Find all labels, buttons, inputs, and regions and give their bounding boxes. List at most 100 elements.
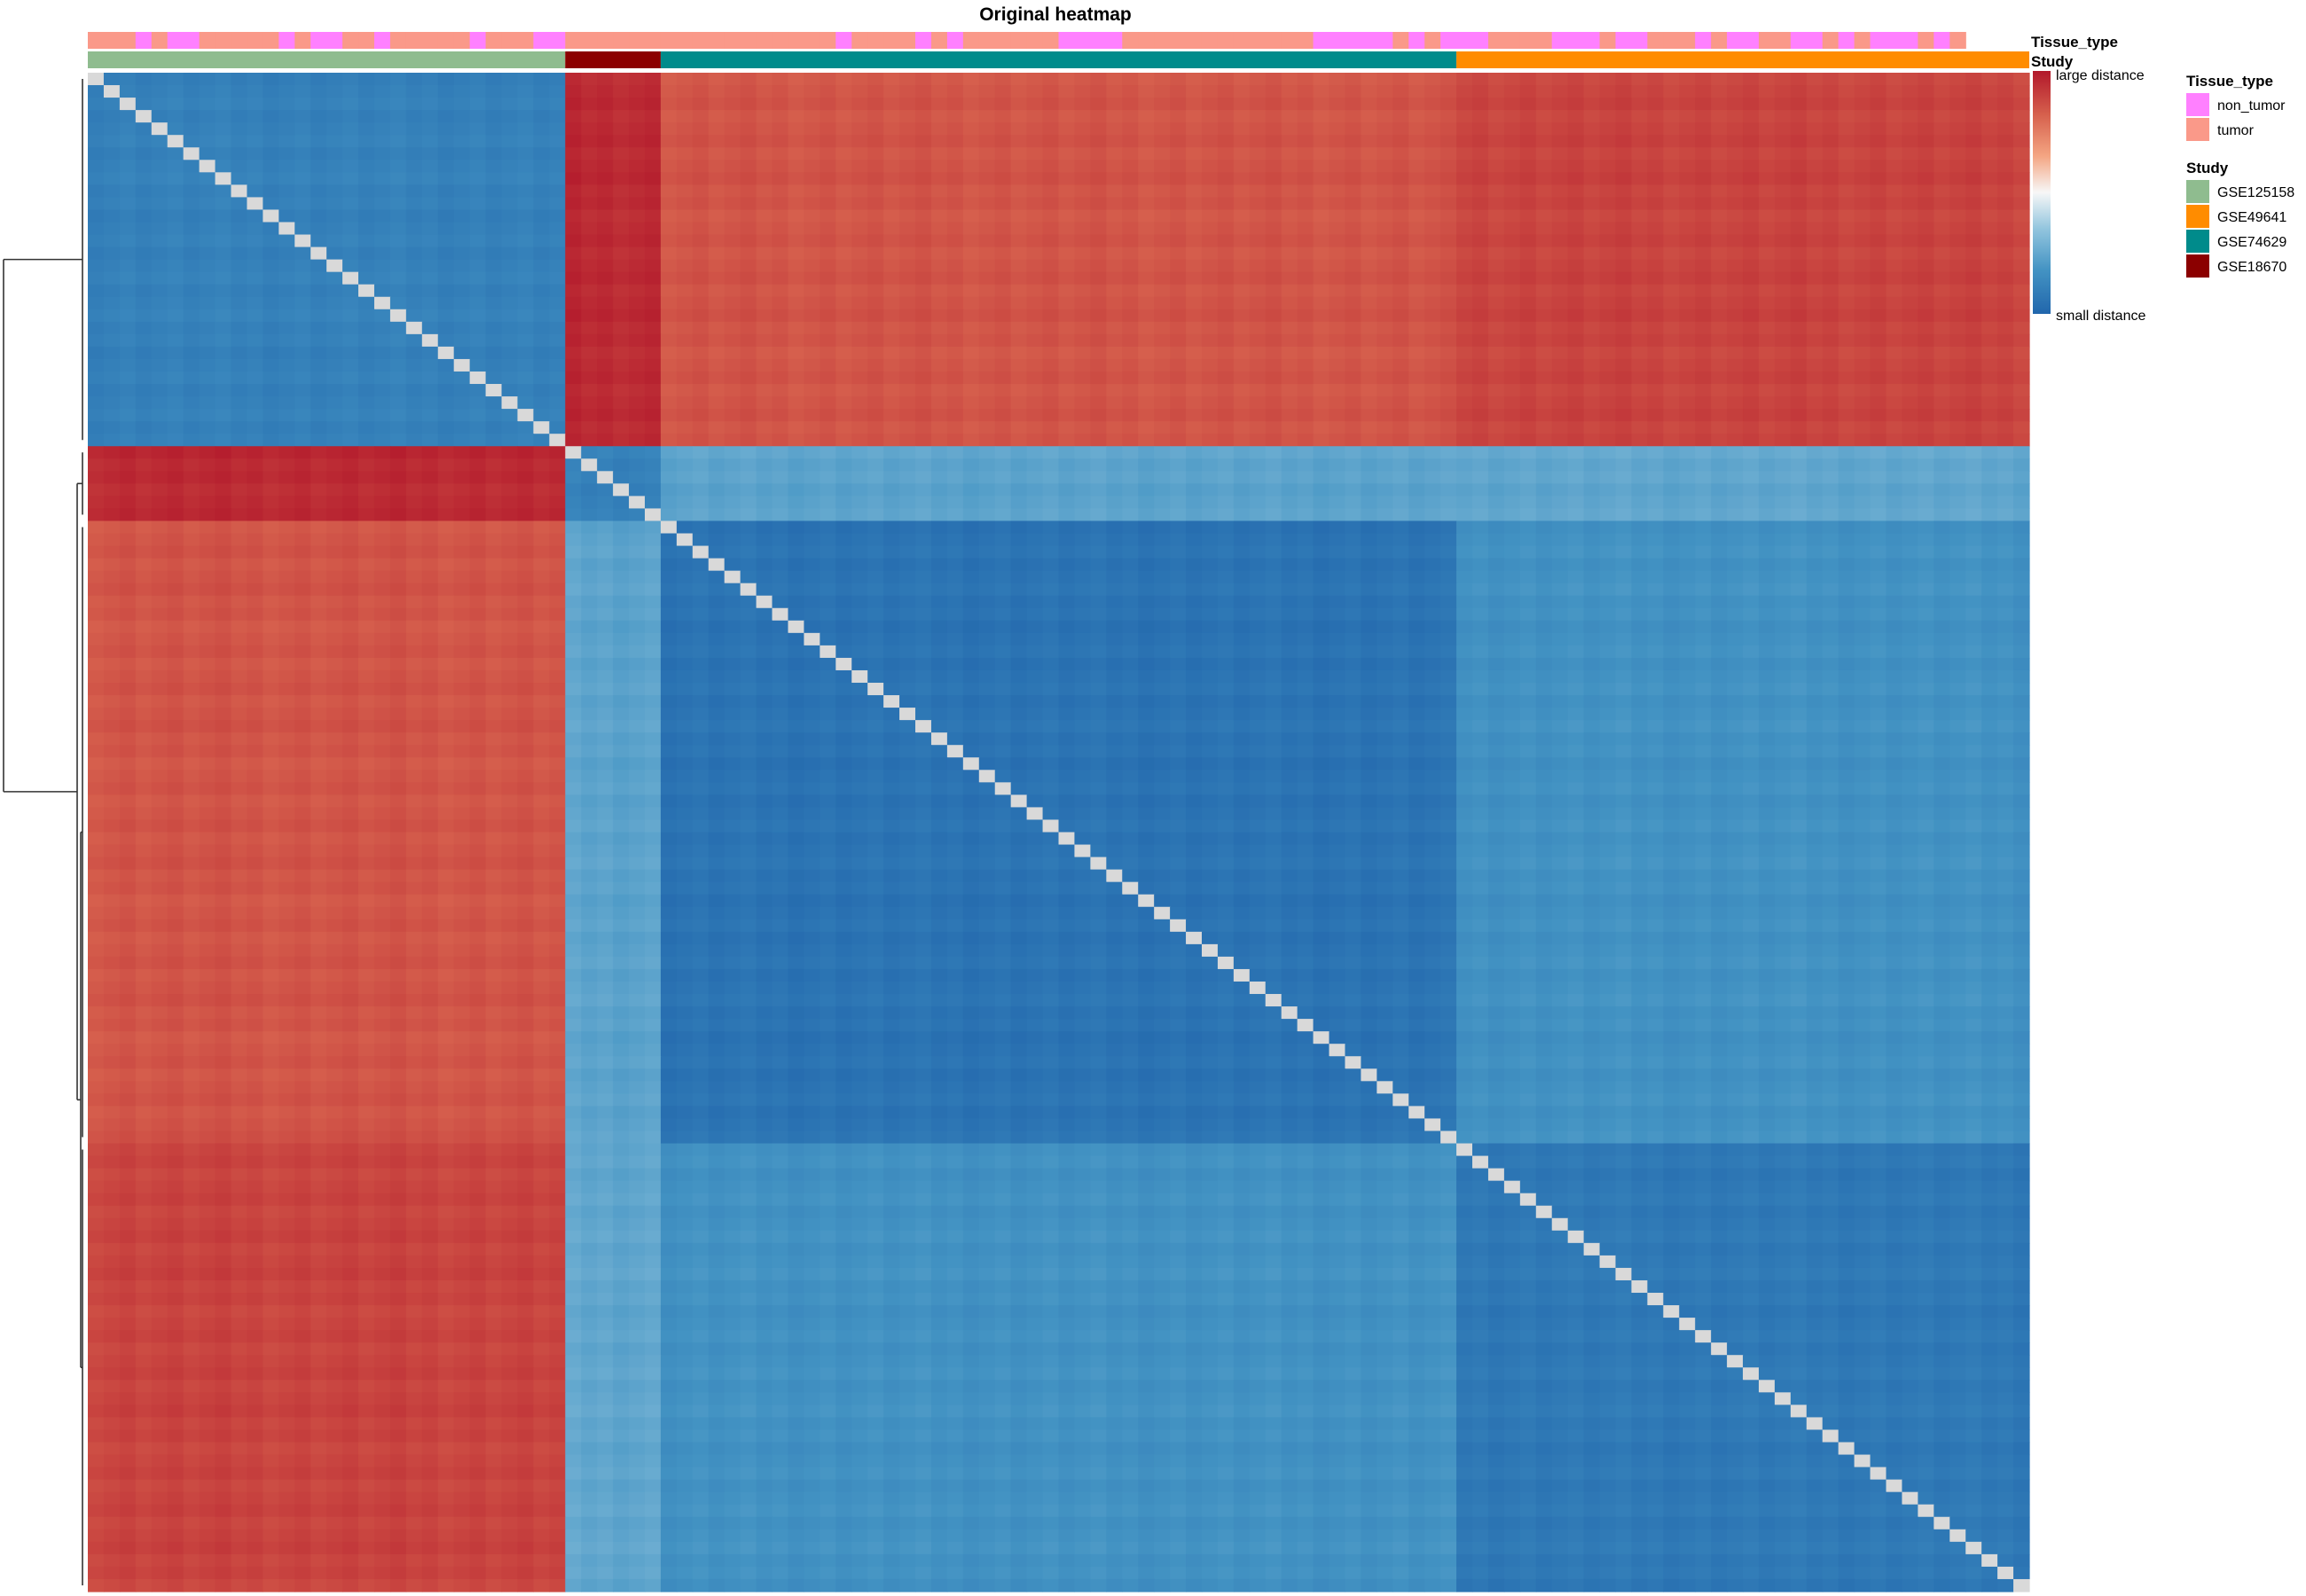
heatmap-cell [962, 296, 980, 310]
heatmap-cell [1026, 271, 1044, 286]
heatmap-cell [247, 234, 263, 248]
heatmap-cell [946, 234, 964, 248]
heatmap-diagonal-cell [88, 73, 105, 86]
heatmap-cell [883, 346, 900, 360]
heatmap-cell [708, 508, 726, 522]
heatmap-cell [517, 358, 534, 372]
heatmap-cell [549, 346, 566, 360]
heatmap-cell [994, 184, 1012, 199]
heatmap-cell [517, 271, 534, 286]
heatmap-cell [263, 234, 279, 248]
heatmap-cell [1981, 85, 1998, 98]
heatmap-cell [1361, 471, 1377, 484]
heatmap-cell [1615, 558, 1633, 572]
heatmap-cell [1042, 496, 1060, 510]
heatmap-cell [1440, 284, 1457, 298]
heatmap-cell [135, 346, 153, 360]
heatmap-cell [788, 421, 805, 434]
heatmap-cell [1074, 396, 1091, 410]
heatmap-cell [1503, 135, 1521, 148]
heatmap-cell [962, 545, 980, 559]
heatmap-cell [1122, 135, 1139, 148]
heatmap-cell [231, 471, 248, 484]
heatmap-cell [1854, 508, 1871, 522]
heatmap-cell [1392, 496, 1409, 510]
heatmap-cell [804, 135, 820, 148]
heatmap-cell [310, 172, 327, 185]
heatmap-cell [1902, 333, 1918, 348]
tissue-type-cell [231, 32, 248, 49]
heatmap-cell [1695, 147, 1712, 160]
heatmap-cell [167, 358, 184, 372]
heatmap-cell [310, 483, 327, 497]
heatmap-cell [1965, 110, 1982, 123]
heatmap-cell [1392, 321, 1409, 335]
heatmap-cell [1727, 85, 1744, 98]
heatmap-cell [1345, 246, 1362, 261]
heatmap-cell [851, 172, 868, 185]
heatmap-cell [485, 346, 503, 360]
heatmap-cell [389, 409, 407, 422]
heatmap-cell [772, 284, 789, 298]
heatmap-cell [1790, 508, 1808, 522]
heatmap-cell [1217, 135, 1235, 148]
heatmap-cell [1249, 508, 1267, 522]
heatmap-diagonal-cell [183, 147, 200, 160]
heatmap-cell [1615, 73, 1633, 86]
heatmap-cell [1599, 458, 1617, 472]
heatmap-cell [1345, 296, 1362, 310]
heatmap-cell [597, 309, 614, 323]
heatmap-cell [1090, 160, 1107, 173]
tissue-type-cell [883, 32, 900, 49]
heatmap-cell [1743, 483, 1760, 497]
heatmap-cell [1377, 160, 1393, 173]
heatmap-cell [1106, 197, 1123, 211]
heatmap-cell [1679, 384, 1696, 397]
heatmap-cell [820, 309, 836, 323]
heatmap-cell [1377, 333, 1393, 348]
heatmap-cell [1201, 160, 1219, 173]
heatmap-cell [915, 434, 932, 447]
heatmap-cell [692, 321, 710, 335]
heatmap-cell [867, 184, 884, 199]
heatmap-cell [1440, 496, 1457, 510]
heatmap-cell [1599, 309, 1617, 323]
heatmap-cell [867, 85, 884, 98]
heatmap-cell [1138, 98, 1155, 111]
heatmap-cell [358, 333, 375, 348]
heatmap-cell [167, 296, 184, 310]
tissue-type-cell [1949, 32, 1966, 49]
heatmap-cell [1838, 533, 1855, 547]
heatmap-cell [1456, 333, 1473, 348]
heatmap-cell [278, 309, 295, 323]
heatmap-cell [1186, 172, 1203, 185]
heatmap-cell [1918, 346, 1934, 360]
heatmap-cell [405, 122, 423, 136]
heatmap-cell [867, 496, 884, 510]
heatmap-cell [469, 209, 487, 223]
heatmap-cell [1424, 209, 1441, 223]
heatmap-cell [119, 234, 137, 248]
heatmap-cell [708, 358, 726, 372]
heatmap-cell [899, 409, 916, 422]
heatmap-cell [978, 358, 996, 372]
heatmap-cell [1487, 284, 1505, 298]
heatmap-cell [103, 110, 121, 123]
heatmap-cell [772, 496, 789, 510]
heatmap-cell [1456, 296, 1473, 310]
heatmap-cell [1361, 421, 1377, 434]
heatmap-cell [1058, 172, 1076, 185]
heatmap-cell [1440, 197, 1457, 211]
heatmap-cell [549, 209, 566, 223]
heatmap-cell [899, 122, 916, 136]
heatmap-cell [1711, 110, 1728, 123]
heatmap-cell [660, 396, 678, 410]
heatmap-cell [772, 98, 789, 111]
heatmap-cell [231, 73, 248, 86]
heatmap-cell [231, 246, 248, 261]
heatmap-cell [215, 296, 232, 310]
heatmap-cell [1345, 446, 1362, 459]
heatmap-cell [1631, 471, 1648, 484]
heatmap-cell [708, 434, 726, 447]
heatmap-cell [1265, 184, 1282, 199]
